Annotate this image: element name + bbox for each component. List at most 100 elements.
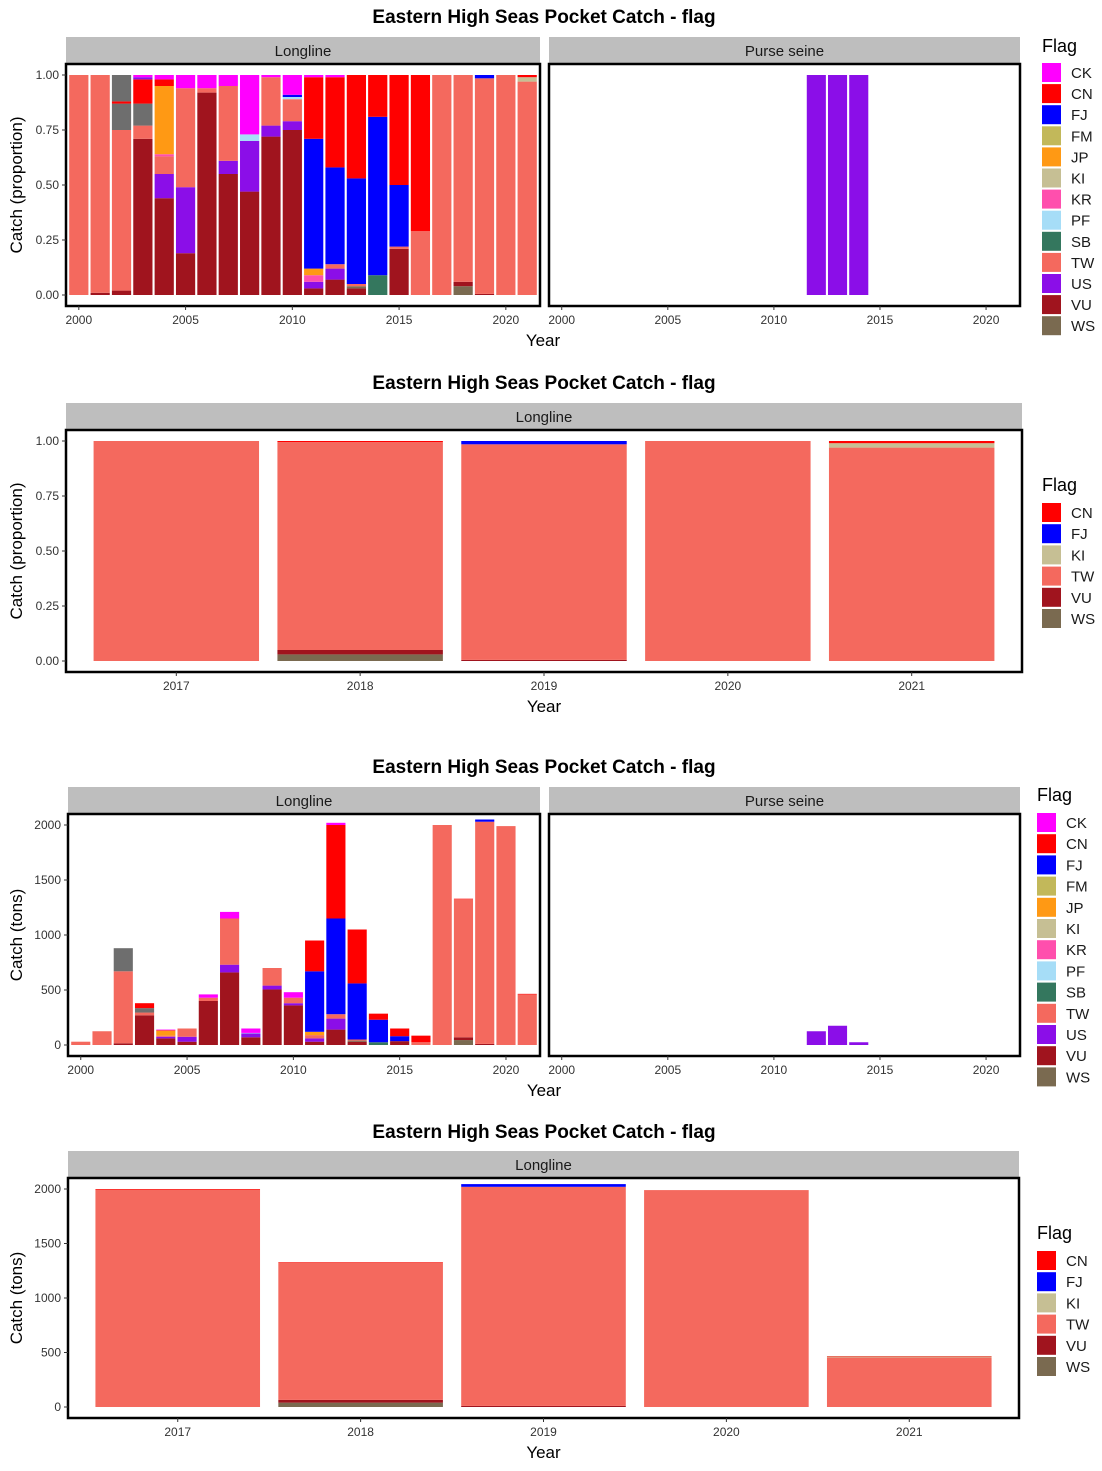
bar-segment-2018-tw xyxy=(454,75,473,282)
bar-segment-2005-vu xyxy=(176,253,195,295)
bar-segment-2017-tw xyxy=(95,1190,260,1407)
legend-swatch-fj xyxy=(1042,524,1061,543)
legend-label: KI xyxy=(1071,171,1085,188)
y-tick-label: 500 xyxy=(41,983,61,997)
y-axis-title: Catch (proportion) xyxy=(7,482,26,619)
x-tick-label: 2010 xyxy=(761,1063,788,1077)
legend-swatch-ki xyxy=(1042,545,1061,564)
bar-segment-2004-jp xyxy=(156,1031,175,1036)
bar-segment-2004-vu xyxy=(156,1038,175,1045)
bar-segment-2008-pf xyxy=(240,134,259,141)
bar-segment-2007-ck xyxy=(219,75,238,86)
bar-segment-2008-us xyxy=(240,141,259,192)
legend-label: JP xyxy=(1071,149,1089,166)
bar-segment-2019-fj xyxy=(475,75,494,78)
bar-segment-2021-tw xyxy=(829,448,994,661)
legend-label: SB xyxy=(1071,234,1091,251)
bar-segment-2002-vu xyxy=(112,291,131,295)
y-tick-label: 0 xyxy=(54,1400,61,1414)
legend-label: SB xyxy=(1066,985,1086,1002)
bar-segment-2012-ck xyxy=(326,823,345,825)
bar-segment-2011-cn xyxy=(305,941,324,972)
bar-segment-2019-vu xyxy=(461,1406,626,1407)
bar-segment-2011-ck xyxy=(304,75,323,77)
bar-segment-2016-tw xyxy=(411,231,430,295)
bar-segment-2018-ws xyxy=(454,286,473,295)
bar-segment-2012-cn xyxy=(325,77,344,167)
legend-swatch-tw xyxy=(1037,1004,1056,1023)
bar-segment-2021-tw xyxy=(827,1357,992,1407)
bar-segment-2004-jp xyxy=(155,86,174,154)
legend-swatch-vu xyxy=(1042,295,1061,314)
bar-segment-2019-tw xyxy=(475,78,494,294)
bar-segment-2016-cn xyxy=(411,1036,430,1043)
legend-swatch-ki xyxy=(1037,919,1056,938)
bar-segment-2013-us xyxy=(828,75,847,295)
bar-segment-2002-vu xyxy=(114,1043,133,1045)
x-axis-title: Year xyxy=(527,1081,562,1100)
bar-segment-2015-vu xyxy=(389,249,408,295)
legend-swatch-sb xyxy=(1042,232,1061,251)
bar-segment-2015-fj xyxy=(389,185,408,247)
bar-segment-2009-us xyxy=(261,126,280,137)
legend-swatch-cn xyxy=(1037,834,1056,853)
y-tick-label: 1500 xyxy=(34,1237,61,1251)
bar-segment-2009-vu xyxy=(261,137,280,295)
bar-segment-2021-ki xyxy=(829,443,994,447)
legend-label: PF xyxy=(1071,213,1090,230)
bar-segment-2014-cn xyxy=(368,75,387,117)
legend-label: WS xyxy=(1066,1069,1090,1086)
bar-segment-2014-sb xyxy=(369,1042,388,1045)
x-tick-label: 2015 xyxy=(867,1063,894,1077)
bar-segment-2021-tw xyxy=(518,994,537,1045)
bar-segment-2014-us xyxy=(849,1042,868,1045)
bar-segment-2012-tw xyxy=(326,1014,345,1018)
bar-segment-2019-vu xyxy=(461,660,626,661)
legend-title: Flag xyxy=(1037,1223,1072,1243)
bar-segment-2001-vu xyxy=(91,293,110,295)
bar-segment-2020-tw xyxy=(496,826,515,1045)
bar-segment-2003-xx xyxy=(135,1008,154,1012)
bar-segment-2011-us xyxy=(304,282,323,289)
y-tick-label: 0.75 xyxy=(36,489,60,503)
bar-segment-2004-us xyxy=(155,174,174,198)
y-tick-label: 1500 xyxy=(34,873,61,887)
bar-segment-2002-xx xyxy=(112,75,131,101)
bar-segment-2018-vu xyxy=(278,1400,443,1403)
legend-label: FM xyxy=(1066,879,1088,896)
legend-label: KR xyxy=(1066,942,1087,959)
legend-label: WS xyxy=(1071,611,1095,628)
legend-swatch-fj xyxy=(1037,855,1056,874)
legend-swatch-ck xyxy=(1037,813,1056,832)
x-tick-label: 2005 xyxy=(654,313,681,327)
legend-swatch-sb xyxy=(1037,983,1056,1002)
bar-segment-2005-vu xyxy=(178,1042,197,1045)
x-tick-label: 2017 xyxy=(164,1425,191,1439)
facet-strip-label: Longline xyxy=(516,409,573,426)
bar-segment-2004-cn xyxy=(156,1030,175,1031)
chart-title: Eastern High Seas Pocket Catch - flag xyxy=(372,757,715,778)
bar-segment-2015-vu xyxy=(390,1041,409,1045)
bar-segment-2011-vu xyxy=(304,288,323,295)
bar-segment-2013-tw xyxy=(347,284,366,286)
bar-segment-2018-ws xyxy=(277,654,442,661)
chart-title: Eastern High Seas Pocket Catch - flag xyxy=(372,373,715,394)
bar-segment-2008-pf xyxy=(241,1033,260,1034)
chart-3: Eastern High Seas Pocket Catch - flagLon… xyxy=(7,757,1090,1100)
bar-segment-2013-fj xyxy=(347,178,366,284)
bar-segment-2010-tw xyxy=(284,998,303,1004)
x-tick-label: 2015 xyxy=(386,313,413,327)
legend-label: CK xyxy=(1066,815,1087,832)
bar-segment-2016-cn xyxy=(411,75,430,231)
legend-label: CN xyxy=(1071,505,1093,522)
bar-segment-2012-cn xyxy=(326,825,345,919)
x-tick-label: 2019 xyxy=(530,1425,557,1439)
legend-swatch-us xyxy=(1042,274,1061,293)
bar-segment-2017-tw xyxy=(433,825,452,1045)
x-tick-label: 2021 xyxy=(898,679,925,693)
y-tick-label: 0 xyxy=(54,1038,61,1052)
legend-label: FJ xyxy=(1071,526,1088,543)
